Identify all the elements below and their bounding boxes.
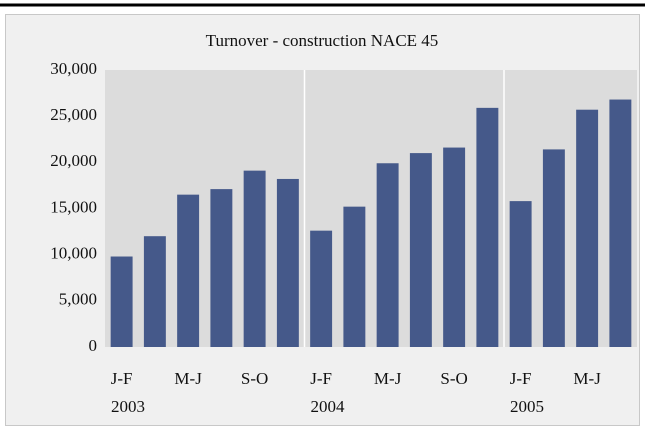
bar (476, 107, 499, 348)
year-label: 2005 (510, 397, 544, 416)
bar (409, 153, 432, 347)
bar (376, 163, 399, 347)
bar (609, 99, 632, 348)
bar (243, 170, 266, 347)
y-tick-label: 5,000 (59, 290, 97, 309)
bar (509, 201, 532, 347)
y-tick-label: 15,000 (50, 197, 97, 216)
chart-title: Turnover - construction NACE 45 (206, 31, 439, 50)
year-label: 2003 (111, 397, 145, 416)
bar (177, 194, 200, 347)
x-tick-label: J-F (510, 369, 532, 388)
bar (210, 189, 233, 347)
bar (276, 178, 299, 347)
bar (343, 206, 366, 347)
x-tick-label: M-J (374, 369, 402, 388)
bar (542, 149, 565, 347)
bar (576, 109, 599, 347)
x-tick-label: J-F (310, 369, 332, 388)
y-tick-label: 20,000 (50, 151, 97, 170)
y-tick-label: 25,000 (50, 105, 97, 124)
bar (443, 147, 466, 347)
y-tick-label: 0 (89, 336, 98, 355)
x-tick-label: S-O (440, 369, 467, 388)
x-tick-label: M-J (573, 369, 601, 388)
bar (110, 256, 133, 347)
year-label: 2004 (311, 397, 346, 416)
x-tick-label: J-F (111, 369, 133, 388)
x-tick-label: M-J (174, 369, 202, 388)
x-tick-label: S-O (241, 369, 268, 388)
bar (310, 230, 333, 347)
bar (143, 236, 166, 347)
y-tick-label: 10,000 (50, 244, 97, 263)
y-tick-label: 30,000 (50, 59, 97, 78)
